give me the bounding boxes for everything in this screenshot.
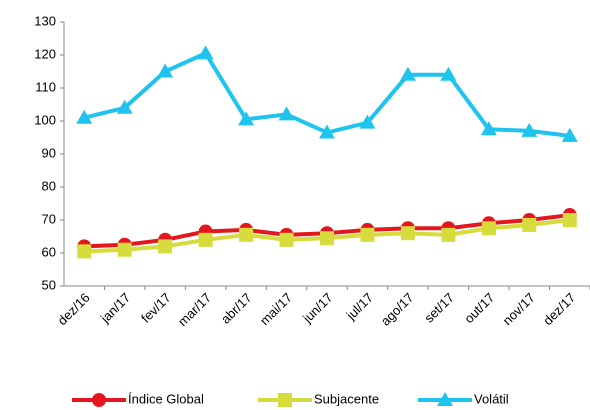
x-tick-label: jun/17 [299,290,335,326]
data-point [320,231,334,246]
data-point [521,122,538,137]
data-point [440,66,457,81]
data-point [400,226,415,241]
y-tick-label: 100 [34,112,56,127]
legend-label: Subjacente [314,391,379,406]
data-point [359,114,376,129]
legend-marker [92,393,106,407]
data-point [158,239,173,254]
series-line [83,50,571,138]
data-point [278,106,295,121]
data-point [562,213,577,227]
x-tick-label: mai/17 [257,290,295,328]
data-point [319,124,335,139]
x-tick-label: nov/17 [500,290,538,328]
x-tick-label: mar/17 [175,290,214,329]
x-tick-label: dez/16 [55,290,93,328]
data-point [399,66,416,81]
x-tick-label: dez/17 [540,290,578,328]
legend-label: Volátil [474,391,509,406]
data-point [197,45,214,60]
data-point [239,227,254,242]
legend-label: Índice Global [128,391,204,406]
data-point [481,221,496,236]
x-tick-label: ago/17 [378,290,417,329]
x-tick-label: out/17 [461,290,497,326]
x-tick-label: jul/17 [343,290,376,323]
data-point [480,121,497,136]
y-tick-label: 80 [42,178,56,193]
y-tick-label: 70 [42,211,56,226]
data-point [117,242,132,257]
y-tick-label: 60 [42,244,56,259]
x-tick-label: abr/17 [218,290,255,327]
data-point [441,227,456,242]
data-point [198,232,213,247]
x-tick-label: jan/17 [97,290,133,326]
legend-marker [437,392,453,406]
data-point [561,127,578,142]
x-tick-label: fev/17 [138,290,174,326]
data-point [76,109,93,124]
data-point [238,111,255,126]
data-point [157,63,174,78]
y-tick-label: 50 [42,277,56,292]
y-tick-label: 120 [34,46,56,61]
data-point [360,227,375,242]
data-point [522,217,537,232]
y-tick-label: 110 [35,79,56,94]
data-point [279,232,294,247]
y-tick-label: 130 [34,13,56,28]
legend-marker [278,393,292,407]
data-point [77,244,92,259]
x-tick-label: set/17 [421,290,457,326]
data-point [116,99,133,114]
y-tick-label: 90 [42,145,56,160]
